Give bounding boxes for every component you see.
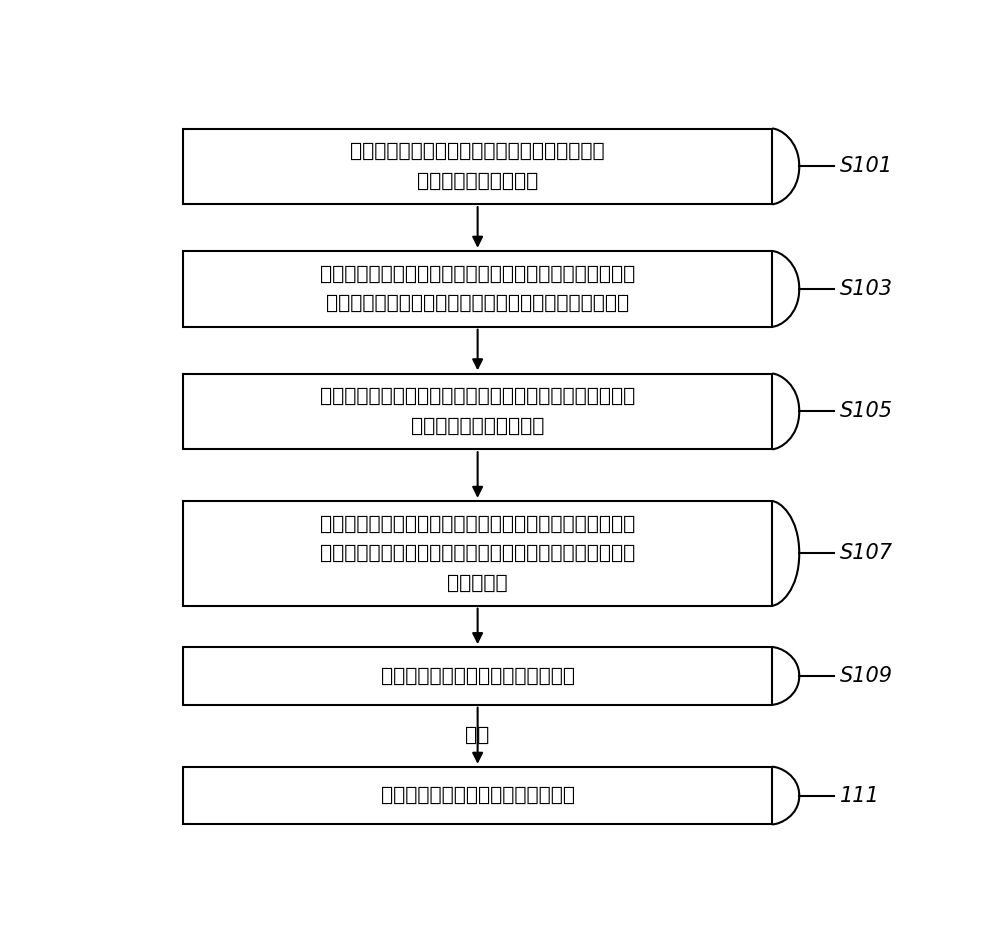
Text: S109: S109 <box>840 665 893 686</box>
Bar <box>183 647 772 705</box>
Text: 根据第一最大清晰度值的图像的序号所在位置，及第一最大
清晰度值的图像的序号与第一最长拐点的关系计算第一聚焦
位置对应值: 根据第一最大清晰度值的图像的序号所在位置，及第一最大 清晰度值的图像的序号与第一… <box>320 515 635 592</box>
Text: S107: S107 <box>840 544 893 563</box>
Bar <box>183 251 772 327</box>
Text: S103: S103 <box>840 279 893 299</box>
Text: 大于: 大于 <box>466 726 490 745</box>
Text: 111: 111 <box>840 785 880 806</box>
Text: 根据第一清晰度值集合获取拐点信息、第一最长拐点及具有
第一最大清晰度值的图像: 根据第一清晰度值集合获取拐点信息、第一最长拐点及具有 第一最大清晰度值的图像 <box>320 388 635 435</box>
Text: S105: S105 <box>840 402 893 421</box>
Bar <box>183 373 772 449</box>
Text: 采集图像聚焦区域的预设间隔步长的若干图像，
并对图像编写位置序号: 采集图像聚焦区域的预设间隔步长的若干图像， 并对图像编写位置序号 <box>350 142 605 191</box>
Text: 采用第一拉普拉斯算子计算图像的第一清晰度值并按位置序
号存储图像对应的第一清晰度值以得到第一清晰度值集合: 采用第一拉普拉斯算子计算图像的第一清晰度值并按位置序 号存储图像对应的第一清晰度… <box>320 265 635 314</box>
Bar <box>183 767 772 825</box>
Bar <box>183 501 772 606</box>
Bar <box>183 128 772 204</box>
Text: 比较第一聚焦位置对应值与零的大小: 比较第一聚焦位置对应值与零的大小 <box>381 666 575 685</box>
Text: 第一聚焦位置为有效的最佳聚焦位置: 第一聚焦位置为有效的最佳聚焦位置 <box>381 786 575 805</box>
Text: S101: S101 <box>840 156 893 176</box>
